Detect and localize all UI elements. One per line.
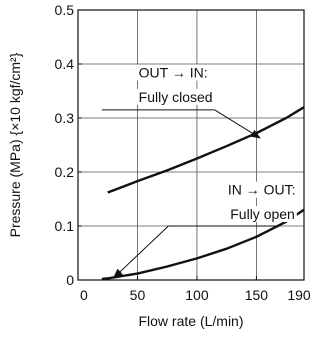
annotations-group: OUT → IN: Fully closed IN → OUT: Fully open xyxy=(101,64,298,279)
x-tick-label: 50 xyxy=(130,287,146,303)
x-tick-label: 100 xyxy=(185,287,209,303)
annotation-2: IN → OUT: Fully open xyxy=(112,181,298,279)
y-tick-label: 0.3 xyxy=(55,110,75,126)
annotation-label-bg xyxy=(136,64,210,81)
x-tick-label: 150 xyxy=(245,287,269,303)
y-tick-label: 0.4 xyxy=(55,56,75,72)
annotation-label-line1: IN → OUT: xyxy=(228,182,296,198)
grid xyxy=(77,9,305,281)
y-axis-label: Pressure (MPa) {×10 kgf/cm²} xyxy=(7,52,23,237)
y-tick-label: 0 xyxy=(66,272,74,288)
y-tick-label: 0.2 xyxy=(55,164,75,180)
annotation-label-line2: Fully open xyxy=(230,206,295,222)
annotation-arrow xyxy=(214,109,261,139)
plot-area-frame xyxy=(77,9,305,281)
annotation-label-bg xyxy=(136,88,215,105)
series-line-1 xyxy=(107,106,305,194)
x-tick-label: 0 xyxy=(80,287,88,303)
annotation-label-line2: Fully closed xyxy=(139,89,213,105)
y-tick-label: 0.1 xyxy=(55,218,75,234)
y-tick-labels: 0 0.1 0.2 0.3 0.4 0.5 xyxy=(55,2,75,288)
annotation-1: OUT → IN: Fully closed xyxy=(101,64,261,139)
annotation-label-bg xyxy=(228,205,297,222)
x-tick-label: 190 xyxy=(287,287,311,303)
annotation-label-bg xyxy=(225,181,298,198)
x-axis-label: Flow rate (L/min) xyxy=(138,313,243,329)
x-tick-labels: 0 50 100 150 190 xyxy=(80,287,311,303)
annotation-arrow xyxy=(112,225,169,279)
annotation-label-line1: OUT → IN: xyxy=(139,65,208,81)
y-tick-label: 0.5 xyxy=(55,2,75,18)
